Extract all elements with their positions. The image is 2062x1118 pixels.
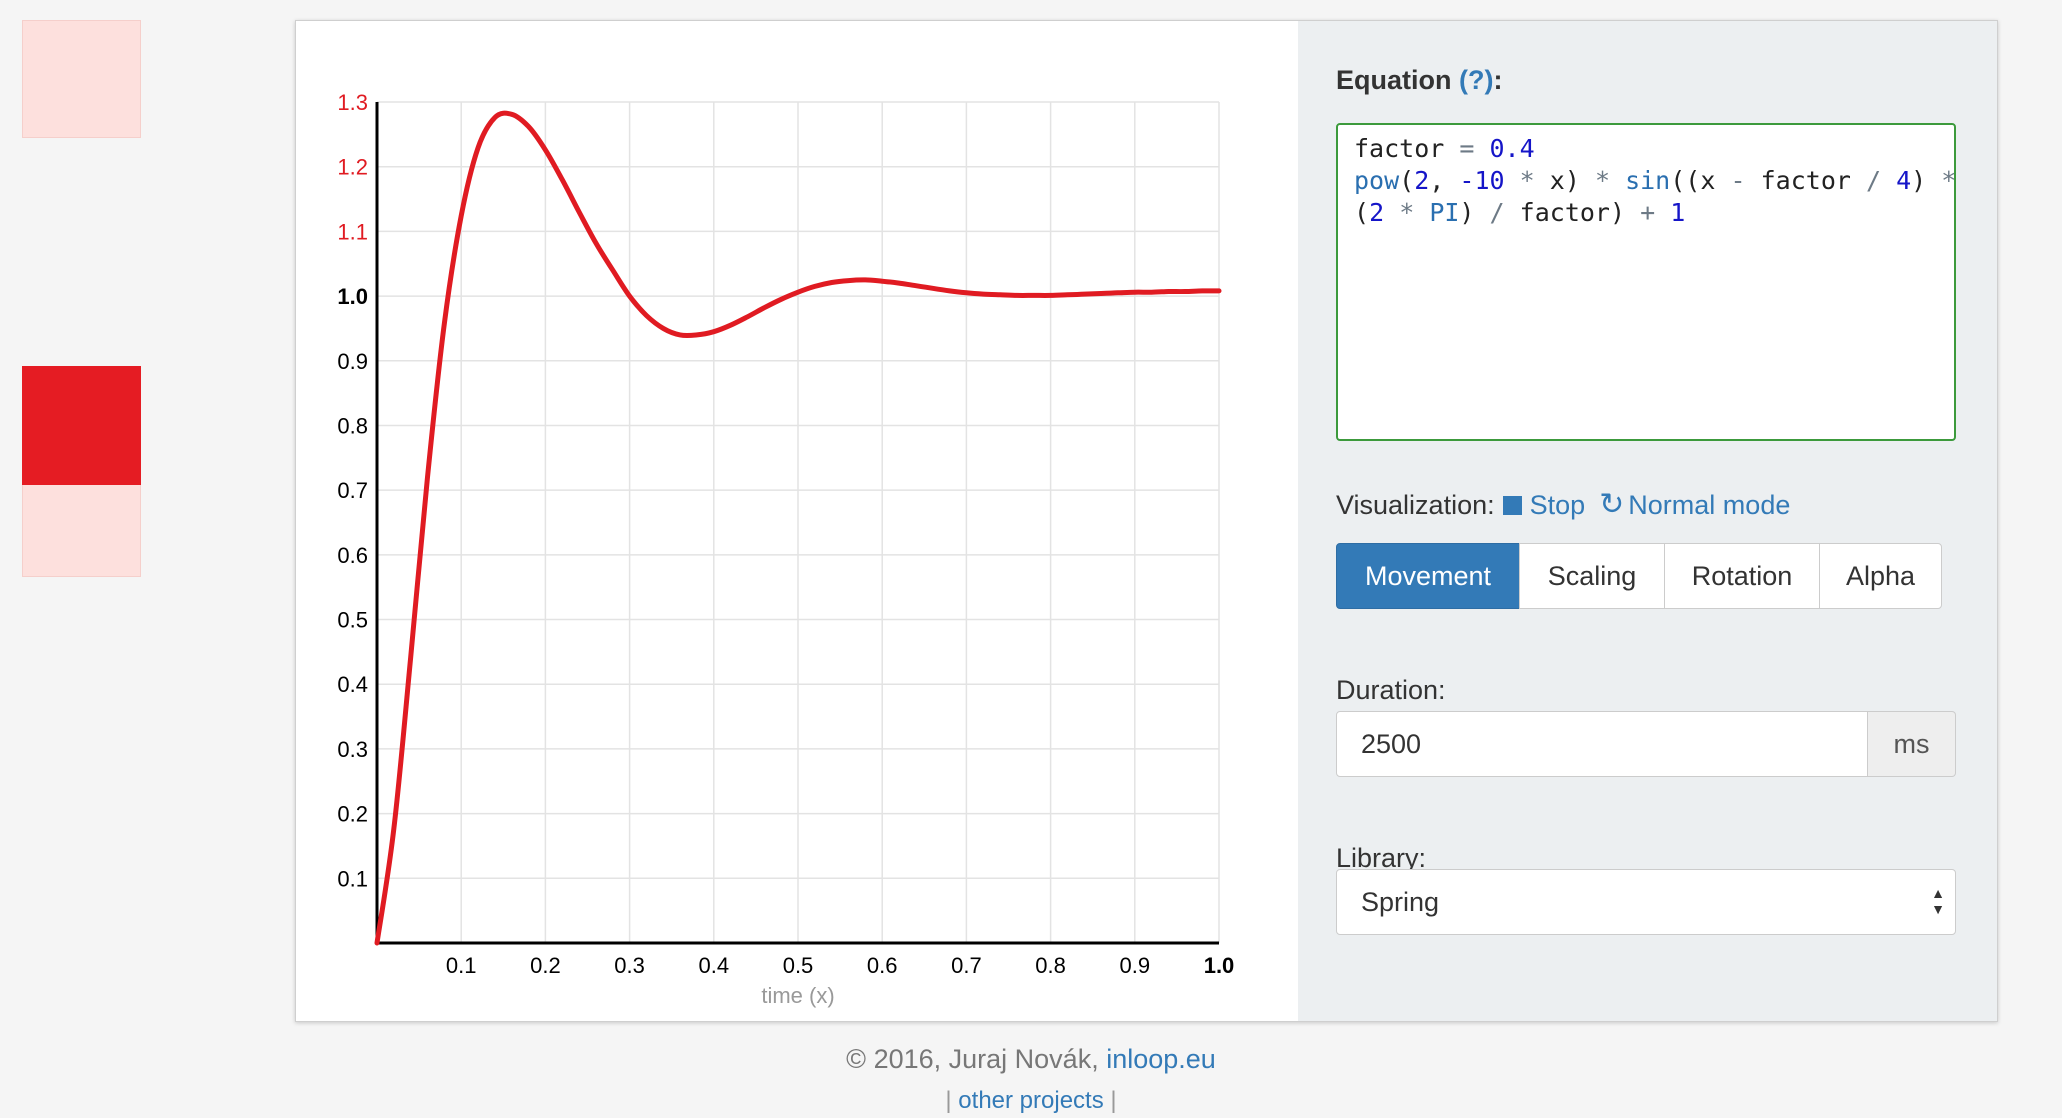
x-tick-label: 0.6 xyxy=(867,953,898,978)
y-tick-label: 0.1 xyxy=(337,866,368,891)
x-tick-label: 0.4 xyxy=(699,953,730,978)
equation-code-line: (2 * PI) / factor) + 1 xyxy=(1354,198,1686,227)
equation-heading: Equation (?): xyxy=(1336,65,1503,96)
y-tick-label: 0.3 xyxy=(337,737,368,762)
y-tick-label: 0.2 xyxy=(337,802,368,827)
y-tick-label: 1.0 xyxy=(337,284,368,309)
preview-box-ghost xyxy=(22,485,141,577)
preview-box-animated xyxy=(22,366,141,485)
controls-panel: Equation (?): factor = 0.4 pow(2, -10 * x… xyxy=(1298,21,1997,1021)
movement-button[interactable]: Movement xyxy=(1336,543,1520,609)
equation-heading-text: Equation xyxy=(1336,65,1452,95)
y-tick-label: 1.1 xyxy=(337,219,368,244)
y-tick-label: 0.4 xyxy=(337,672,368,697)
normal-mode-link[interactable]: Normal mode xyxy=(1628,490,1791,520)
equation-help-link[interactable]: (?) xyxy=(1459,65,1494,95)
y-tick-label: 0.7 xyxy=(337,478,368,503)
footer-links-line: | other projects | xyxy=(0,1087,2062,1115)
footer-separator-right: | xyxy=(1110,1087,1117,1114)
preview-box-start xyxy=(22,20,141,138)
footer-copyright-line: © 2016, Juraj Novák, inloop.eu xyxy=(0,1044,2062,1075)
equation-code-line: factor = 0.4 xyxy=(1354,134,1535,163)
equation-code-line: pow(2, -10 * x) * sin((x - factor / 4) * xyxy=(1354,166,1957,195)
visualization-label: Visualization: xyxy=(1336,490,1495,520)
other-projects-link[interactable]: other projects xyxy=(958,1087,1104,1114)
duration-input[interactable] xyxy=(1336,711,1868,777)
chart-svg: 0.1 0.2 0.3 0.4 0.5 0.6 0.7 0.8 0.9 1.0 0.1 0.2 0.3 0… xyxy=(337,90,1235,1008)
x-tick-label: 0.3 xyxy=(614,953,645,978)
visualization-mode-group: Movement Scaling Rotation Alpha xyxy=(1336,543,1942,609)
duration-label: Duration: xyxy=(1336,675,1446,705)
library-selected-value: Spring xyxy=(1361,886,1440,917)
library-select[interactable]: Spring ▲ ▼ xyxy=(1336,869,1956,935)
x-tick-label: 1.0 xyxy=(1204,953,1235,978)
scaling-button[interactable]: Scaling xyxy=(1519,543,1665,609)
x-tick-label: 0.7 xyxy=(951,953,982,978)
select-arrows-icon: ▲ ▼ xyxy=(1931,885,1945,917)
duration-unit-addon: ms xyxy=(1868,711,1956,777)
y-tick-label: 0.9 xyxy=(337,349,368,374)
library-label: Library: xyxy=(1336,843,1427,873)
y-tick-label: 1.3 xyxy=(337,90,368,115)
main-panel: 0.1 0.2 0.3 0.4 0.5 0.6 0.7 0.8 0.9 1.0 0.1 0.2 0.3 0… xyxy=(295,20,1998,1022)
reload-icon[interactable]: ↻ xyxy=(1599,488,1625,521)
visualization-row: Visualization: Stop ↻ Normal mode xyxy=(1336,487,1790,522)
duration-input-group: ms xyxy=(1336,711,1956,777)
x-tick-label: 0.9 xyxy=(1120,953,1151,978)
y-tick-label: 1.2 xyxy=(337,155,368,180)
y-tick-label: 0.5 xyxy=(337,608,368,633)
x-tick-label: 0.1 xyxy=(446,953,477,978)
x-tick-label: 0.5 xyxy=(783,953,814,978)
inloop-link[interactable]: inloop.eu xyxy=(1106,1044,1216,1074)
equation-heading-colon: : xyxy=(1493,65,1503,95)
footer-separator-left: | xyxy=(945,1087,952,1114)
x-tick-label: 0.8 xyxy=(1035,953,1066,978)
copyright-text: © 2016, Juraj Novák, xyxy=(846,1044,1099,1074)
y-tick-label: 0.8 xyxy=(337,413,368,438)
alpha-button[interactable]: Alpha xyxy=(1819,543,1942,609)
x-tick-label: 0.2 xyxy=(530,953,561,978)
equation-editor[interactable]: factor = 0.4 pow(2, -10 * x) * sin((x - f… xyxy=(1336,123,1956,441)
rotation-button[interactable]: Rotation xyxy=(1664,543,1820,609)
stop-icon[interactable] xyxy=(1502,496,1522,515)
easing-curve-line xyxy=(374,110,1222,946)
y-tick-label: 0.6 xyxy=(337,543,368,568)
x-axis-title: time (x) xyxy=(761,983,834,1008)
easing-chart: 0.1 0.2 0.3 0.4 0.5 0.6 0.7 0.8 0.9 1.0 0.1 0.2 0.3 0… xyxy=(296,21,1298,1021)
stop-link[interactable]: Stop xyxy=(1529,490,1586,520)
